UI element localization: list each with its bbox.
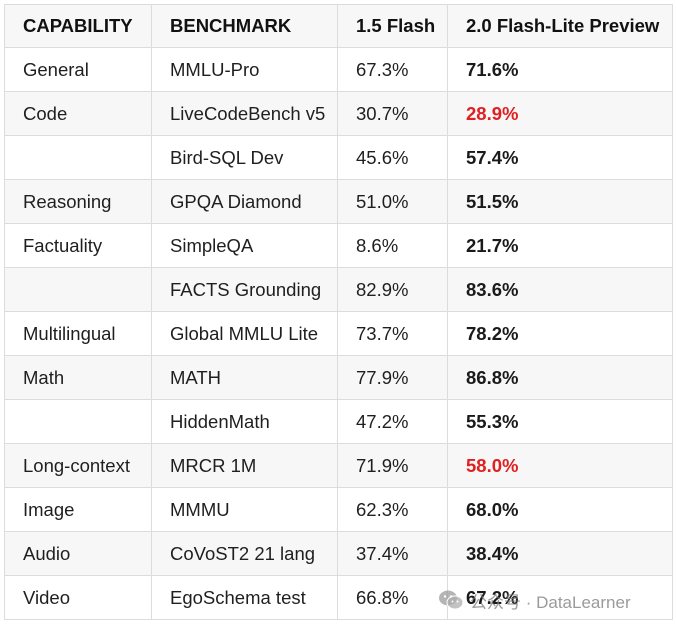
table-row: General MMLU-Pro 67.3% 71.6% bbox=[4, 47, 673, 92]
table-row: Bird-SQL Dev 45.6% 57.4% bbox=[4, 135, 673, 180]
table-row: FACTS Grounding 82.9% 83.6% bbox=[4, 267, 673, 312]
cell-flash-lite-20-score: 21.7% bbox=[447, 223, 673, 268]
cell-capability: Multilingual bbox=[4, 311, 152, 356]
header-flash-15: 1.5 Flash bbox=[337, 4, 448, 48]
cell-benchmark: Global MMLU Lite bbox=[151, 311, 338, 356]
table-row: Code LiveCodeBench v5 30.7% 28.9% bbox=[4, 91, 673, 136]
cell-capability bbox=[4, 267, 152, 312]
cell-capability: Code bbox=[4, 91, 152, 136]
cell-benchmark: Bird-SQL Dev bbox=[151, 135, 338, 180]
cell-capability: Video bbox=[4, 575, 152, 620]
table-row: Math MATH 77.9% 86.8% bbox=[4, 355, 673, 400]
header-flash-lite-20: 2.0 Flash-Lite Preview bbox=[447, 4, 673, 48]
cell-flash-15-score: 30.7% bbox=[337, 91, 448, 136]
cell-benchmark: FACTS Grounding bbox=[151, 267, 338, 312]
cell-flash-lite-20-score: 58.0% bbox=[447, 443, 673, 488]
cell-benchmark: SimpleQA bbox=[151, 223, 338, 268]
header-capability: CAPABILITY bbox=[4, 4, 152, 48]
benchmark-table-container: CAPABILITY BENCHMARK 1.5 Flash 2.0 Flash… bbox=[4, 4, 673, 620]
table-body: General MMLU-Pro 67.3% 71.6% Code LiveCo… bbox=[4, 47, 673, 620]
cell-benchmark: MRCR 1M bbox=[151, 443, 338, 488]
cell-flash-lite-20-score: 68.0% bbox=[447, 487, 673, 532]
cell-flash-15-score: 47.2% bbox=[337, 399, 448, 444]
cell-flash-lite-20-score: 57.4% bbox=[447, 135, 673, 180]
cell-capability bbox=[4, 399, 152, 444]
table-row: HiddenMath 47.2% 55.3% bbox=[4, 399, 673, 444]
cell-benchmark: MMMU bbox=[151, 487, 338, 532]
cell-benchmark: EgoSchema test bbox=[151, 575, 338, 620]
table-row: Image MMMU 62.3% 68.0% bbox=[4, 487, 673, 532]
cell-flash-lite-20-score: 71.6% bbox=[447, 47, 673, 92]
cell-flash-lite-20-score: 28.9% bbox=[447, 91, 673, 136]
cell-capability: Math bbox=[4, 355, 152, 400]
cell-flash-15-score: 37.4% bbox=[337, 531, 448, 576]
cell-flash-lite-20-score: 67.2% bbox=[447, 575, 673, 620]
cell-capability bbox=[4, 135, 152, 180]
table-row: Reasoning GPQA Diamond 51.0% 51.5% bbox=[4, 179, 673, 224]
cell-flash-15-score: 71.9% bbox=[337, 443, 448, 488]
cell-flash-15-score: 45.6% bbox=[337, 135, 448, 180]
cell-capability: Factuality bbox=[4, 223, 152, 268]
cell-capability: Audio bbox=[4, 531, 152, 576]
cell-flash-15-score: 67.3% bbox=[337, 47, 448, 92]
cell-benchmark: MMLU-Pro bbox=[151, 47, 338, 92]
cell-benchmark: HiddenMath bbox=[151, 399, 338, 444]
cell-flash-lite-20-score: 83.6% bbox=[447, 267, 673, 312]
cell-benchmark: LiveCodeBench v5 bbox=[151, 91, 338, 136]
cell-flash-15-score: 82.9% bbox=[337, 267, 448, 312]
cell-flash-15-score: 73.7% bbox=[337, 311, 448, 356]
cell-flash-lite-20-score: 55.3% bbox=[447, 399, 673, 444]
cell-capability: General bbox=[4, 47, 152, 92]
cell-flash-lite-20-score: 86.8% bbox=[447, 355, 673, 400]
table-header-row: CAPABILITY BENCHMARK 1.5 Flash 2.0 Flash… bbox=[4, 4, 673, 48]
table-row: Long-context MRCR 1M 71.9% 58.0% bbox=[4, 443, 673, 488]
benchmark-table: CAPABILITY BENCHMARK 1.5 Flash 2.0 Flash… bbox=[4, 4, 673, 620]
cell-flash-lite-20-score: 38.4% bbox=[447, 531, 673, 576]
table-row: Factuality SimpleQA 8.6% 21.7% bbox=[4, 223, 673, 268]
cell-flash-15-score: 51.0% bbox=[337, 179, 448, 224]
table-row: Multilingual Global MMLU Lite 73.7% 78.2… bbox=[4, 311, 673, 356]
cell-capability: Reasoning bbox=[4, 179, 152, 224]
table-row: Audio CoVoST2 21 lang 37.4% 38.4% bbox=[4, 531, 673, 576]
cell-flash-15-score: 62.3% bbox=[337, 487, 448, 532]
cell-flash-lite-20-score: 51.5% bbox=[447, 179, 673, 224]
cell-flash-15-score: 66.8% bbox=[337, 575, 448, 620]
header-benchmark: BENCHMARK bbox=[151, 4, 338, 48]
cell-capability: Image bbox=[4, 487, 152, 532]
cell-flash-15-score: 8.6% bbox=[337, 223, 448, 268]
cell-capability: Long-context bbox=[4, 443, 152, 488]
cell-flash-lite-20-score: 78.2% bbox=[447, 311, 673, 356]
cell-benchmark: GPQA Diamond bbox=[151, 179, 338, 224]
cell-flash-15-score: 77.9% bbox=[337, 355, 448, 400]
cell-benchmark: CoVoST2 21 lang bbox=[151, 531, 338, 576]
table-row: Video EgoSchema test 66.8% 67.2% bbox=[4, 575, 673, 620]
cell-benchmark: MATH bbox=[151, 355, 338, 400]
